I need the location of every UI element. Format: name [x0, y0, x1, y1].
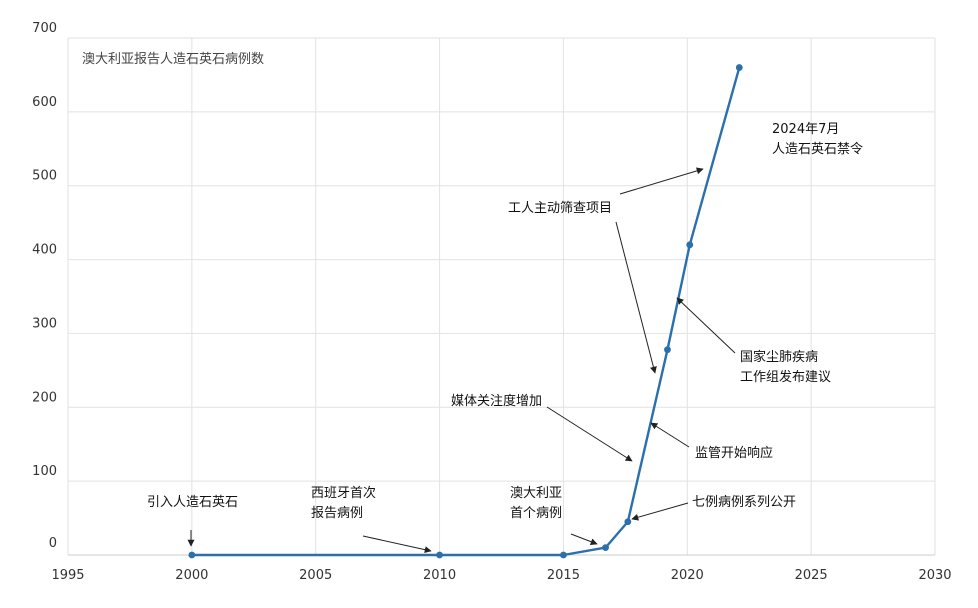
y-tick-label: 300: [32, 316, 57, 331]
data-point: [686, 241, 694, 249]
annotation-label: 监管开始响应: [695, 445, 773, 461]
x-tick-label: 2010: [423, 568, 456, 583]
annotation: 引入人造石英石: [147, 495, 238, 547]
case-count-line: [191, 67, 741, 557]
annotation-label: 工作组发布建议: [740, 369, 831, 385]
data-point: [560, 551, 567, 559]
data-points: [188, 64, 743, 559]
annotation-arrow: [631, 502, 689, 521]
annotation-arrow: [650, 422, 690, 448]
y-tick-label: 700: [32, 21, 57, 36]
annotation: 七例病例系列公开: [631, 495, 796, 521]
annotation-label: 七例病例系列公开: [692, 495, 796, 510]
y-tick-label: 400: [32, 243, 57, 258]
annotation-arrow: [570, 533, 598, 546]
annotation-label: 媒体关注度增加: [451, 393, 542, 409]
data-point: [188, 551, 196, 559]
annotation: 监管开始响应: [650, 422, 773, 461]
annotation-label: 2024年7月: [772, 122, 839, 137]
x-tick-label: 2005: [299, 568, 332, 583]
x-tick-label: 2000: [175, 568, 208, 583]
x-tick-labels: 1995 2000 2005 2010 2015 2020 2025 2030: [51, 568, 951, 583]
annotation-arrow: [362, 535, 432, 554]
data-point: [664, 346, 671, 354]
annotation-arrow: [619, 167, 704, 195]
data-point: [735, 64, 743, 71]
annotation-label: 首个病例: [510, 506, 562, 521]
annotation-label: 报告病例: [311, 506, 363, 521]
annotation-arrow: [676, 297, 736, 354]
data-point: [602, 544, 609, 552]
annotation: 工人主动筛查项目: [508, 201, 657, 374]
annotation-label: 引入人造石英石: [147, 495, 238, 510]
y-tick-labels: 0 100 200 300 400 500 600 700: [32, 21, 57, 551]
grid-lines: [67, 37, 936, 555]
y-tick-label: 600: [32, 95, 57, 110]
annotation-label: 工人主动筛查项目: [508, 201, 612, 216]
y-tick-label: 200: [32, 390, 57, 405]
x-tick-label: 2030: [918, 568, 951, 583]
y-tick-label: 100: [32, 464, 57, 479]
data-point: [436, 551, 443, 559]
annotation-label: 国家尘肺疾病: [740, 349, 818, 365]
y-tick-label: 0: [49, 536, 57, 551]
y-tick-label: 500: [32, 169, 57, 184]
series-line: [191, 67, 741, 557]
x-tick-label: 2020: [671, 568, 704, 583]
data-point: [624, 518, 632, 526]
x-tick-label: 1995: [51, 568, 84, 583]
x-tick-label: 2015: [547, 568, 580, 583]
annotation: 媒体关注度增加: [451, 393, 633, 462]
annotation-label: 人造石英石禁令: [772, 142, 863, 157]
annotation-label: 西班牙首次: [311, 485, 376, 501]
annotation-arrow: [546, 406, 633, 462]
annotation-label: 澳大利亚: [510, 485, 562, 501]
annotation-arrow: [615, 221, 657, 374]
chart-title: 澳大利亚报告人造石英石病例数: [82, 51, 264, 67]
x-tick-label: 2025: [795, 568, 828, 583]
